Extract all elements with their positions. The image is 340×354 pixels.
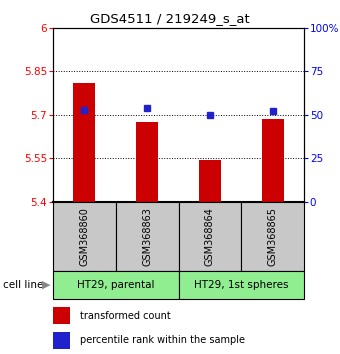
Bar [53,307,70,324]
Text: GSM368865: GSM368865 [268,207,278,266]
Text: cell line: cell line [3,280,44,290]
Text: GSM368860: GSM368860 [79,207,89,266]
Text: GDS4511 / 219249_s_at: GDS4511 / 219249_s_at [90,12,250,25]
Text: HT29, parental: HT29, parental [77,280,154,290]
Bar [116,202,178,271]
Text: GSM368864: GSM368864 [205,207,215,266]
Bar [178,271,304,299]
Bar [53,271,178,299]
Text: HT29, 1st spheres: HT29, 1st spheres [194,280,289,290]
Bar [136,122,158,202]
Bar [53,202,116,271]
Bar [199,160,221,202]
Bar [53,332,70,348]
Bar [178,202,241,271]
Text: transformed count: transformed count [80,310,171,321]
Bar [241,202,304,271]
Text: percentile rank within the sample: percentile rank within the sample [80,335,245,345]
Bar [73,83,95,202]
Bar [262,119,284,202]
Text: ▶: ▶ [42,280,50,290]
Text: GSM368863: GSM368863 [142,207,152,266]
